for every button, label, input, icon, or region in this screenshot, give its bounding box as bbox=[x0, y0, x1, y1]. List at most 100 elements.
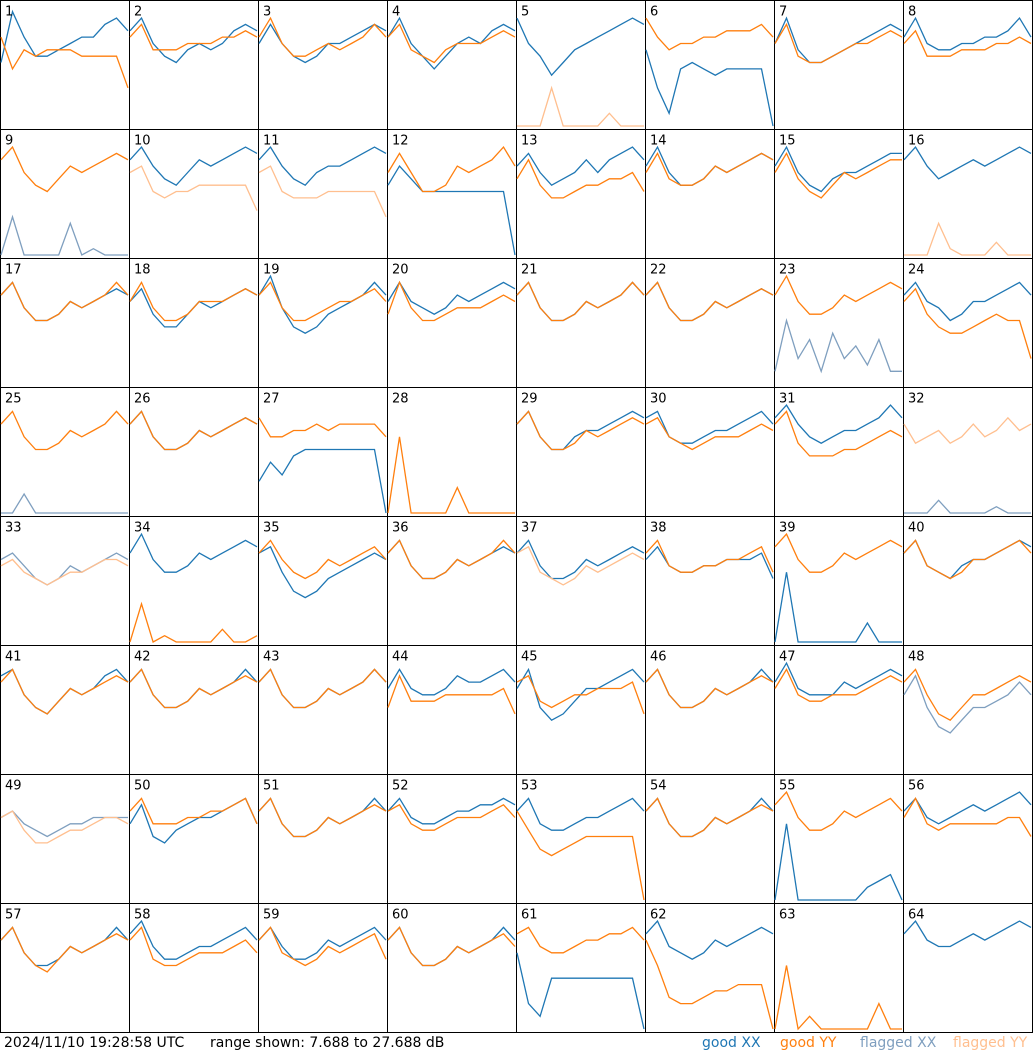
panel: 56 bbox=[903, 774, 1033, 904]
trace bbox=[903, 791, 1032, 825]
trace bbox=[645, 797, 774, 838]
panel-number: 40 bbox=[908, 521, 925, 536]
trace bbox=[258, 281, 387, 322]
panel-number: 16 bbox=[908, 134, 925, 149]
panel: 11 bbox=[258, 129, 388, 259]
trace bbox=[387, 436, 515, 514]
panel: 52 bbox=[387, 774, 517, 904]
trace bbox=[903, 29, 1032, 57]
panel-frame bbox=[129, 387, 259, 517]
panel-number: 55 bbox=[779, 779, 796, 794]
panel: 14 bbox=[645, 129, 775, 259]
panel-frame bbox=[774, 903, 904, 1033]
trace bbox=[387, 16, 516, 70]
panel-number: 62 bbox=[650, 908, 667, 923]
trace bbox=[129, 797, 258, 825]
panel: 12 bbox=[387, 129, 517, 259]
panel-frame bbox=[903, 387, 1033, 517]
panel-number: 46 bbox=[650, 650, 667, 665]
panel-number: 30 bbox=[650, 392, 667, 407]
panel-frame bbox=[516, 645, 646, 775]
trace bbox=[258, 165, 387, 218]
panel-number: 20 bbox=[392, 263, 409, 278]
panel-number: 47 bbox=[779, 650, 796, 665]
trace bbox=[903, 674, 1032, 734]
panel-number: 11 bbox=[263, 134, 280, 149]
panel: 36 bbox=[387, 516, 517, 646]
legend-entry: good XX bbox=[702, 1035, 761, 1051]
trace bbox=[0, 926, 129, 967]
panel: 34 bbox=[129, 516, 259, 646]
trace bbox=[903, 797, 1032, 837]
panel-frame bbox=[903, 129, 1033, 259]
panel-number: 60 bbox=[392, 908, 409, 923]
panel-number: 56 bbox=[908, 779, 925, 794]
panel-number: 53 bbox=[521, 779, 538, 794]
trace bbox=[517, 85, 644, 127]
panel-frame bbox=[0, 645, 130, 775]
panel-frame bbox=[903, 903, 1033, 1033]
trace bbox=[129, 410, 258, 451]
panel-number: 25 bbox=[5, 392, 22, 407]
trace bbox=[0, 668, 129, 715]
trace bbox=[903, 539, 1032, 580]
panel-frame bbox=[129, 0, 259, 130]
trace bbox=[904, 499, 1031, 514]
trace bbox=[258, 797, 387, 838]
trace bbox=[774, 410, 903, 457]
panel: 58 bbox=[129, 903, 259, 1033]
panel-number: 1 bbox=[5, 5, 13, 20]
trace bbox=[903, 539, 1032, 580]
panel-frame bbox=[387, 645, 517, 775]
panel-frame bbox=[387, 774, 517, 904]
panel-number: 59 bbox=[263, 908, 280, 923]
panel: 9 bbox=[0, 129, 130, 259]
panel: 15 bbox=[774, 129, 904, 259]
panel-frame bbox=[387, 258, 517, 388]
panel: 62 bbox=[645, 903, 775, 1033]
trace bbox=[516, 17, 645, 77]
panel-frame bbox=[129, 645, 259, 775]
trace bbox=[645, 410, 774, 444]
panel: 20 bbox=[387, 258, 517, 388]
trace bbox=[774, 145, 902, 193]
panel-frame bbox=[645, 129, 775, 259]
panel: 2 bbox=[129, 0, 259, 130]
panel-number: 63 bbox=[779, 908, 796, 923]
trace bbox=[0, 552, 129, 586]
trace bbox=[387, 668, 516, 696]
panel-frame bbox=[645, 774, 775, 904]
panel-frame bbox=[774, 516, 904, 646]
panel: 23 bbox=[774, 258, 904, 388]
panel: 16 bbox=[903, 129, 1033, 259]
panel-number: 8 bbox=[908, 5, 916, 20]
trace bbox=[645, 539, 774, 573]
panel-number: 45 bbox=[521, 650, 538, 665]
trace bbox=[516, 926, 645, 954]
trace bbox=[645, 49, 774, 127]
trace bbox=[258, 539, 387, 580]
trace bbox=[0, 36, 129, 89]
panel-number: 50 bbox=[134, 779, 151, 794]
trace bbox=[903, 668, 1032, 722]
panel: 64 bbox=[903, 903, 1033, 1033]
trace bbox=[0, 410, 129, 451]
panel-frame bbox=[129, 129, 259, 259]
panel-number: 27 bbox=[263, 392, 280, 407]
panel-frame bbox=[258, 516, 388, 646]
panel-number: 31 bbox=[779, 392, 796, 407]
panel-number: 28 bbox=[392, 392, 409, 407]
trace bbox=[903, 416, 1032, 445]
panel-number: 36 bbox=[392, 521, 409, 536]
trace bbox=[645, 416, 774, 451]
panel: 27 bbox=[258, 387, 388, 517]
panel-number: 23 bbox=[779, 263, 796, 278]
panel: 53 bbox=[516, 774, 646, 904]
panel-frame bbox=[258, 258, 388, 388]
trace bbox=[387, 165, 516, 256]
trace bbox=[129, 601, 258, 643]
panel: 26 bbox=[129, 387, 259, 517]
trace bbox=[903, 281, 1032, 322]
timestamp: 2024/11/10 19:28:58 UTC bbox=[4, 1035, 184, 1051]
panel-frame bbox=[645, 645, 775, 775]
